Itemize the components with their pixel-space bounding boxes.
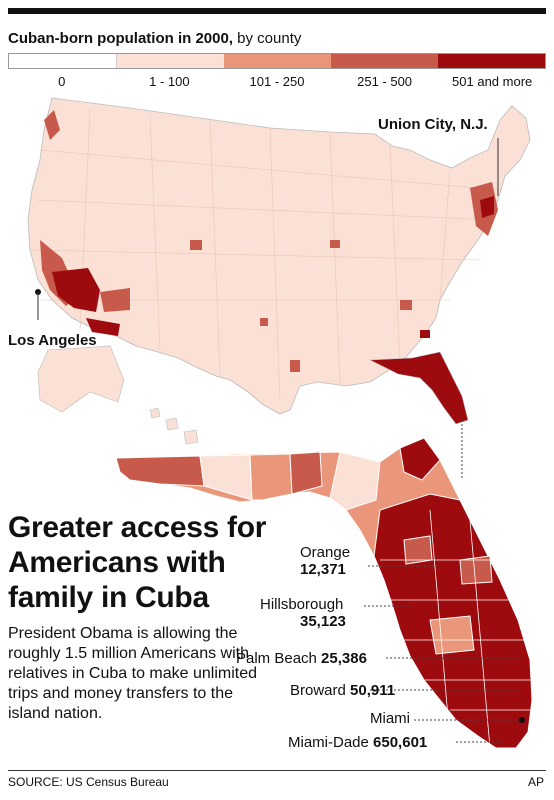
legend-swatch-1-100 <box>117 54 224 68</box>
legend-swatch-0 <box>9 54 117 68</box>
legend-bar <box>8 53 546 69</box>
callout-miami-dade-name: Miami-Dade <box>288 734 369 751</box>
callout-hillsborough-value: 35,123 <box>300 613 346 630</box>
callout-miami-dade-value: 650,601 <box>373 734 428 751</box>
body-text: President Obama is allowing the roughly … <box>8 625 258 722</box>
callout-broward-value: 50,911 <box>350 682 396 699</box>
agency-credit: AP <box>527 775 544 789</box>
callout-orange-value: 12,371 <box>300 561 346 578</box>
callout-orange-name: Orange <box>300 544 351 561</box>
callout-palm-beach: Palm Beach 25,386 <box>236 650 367 667</box>
top-rule <box>8 8 546 14</box>
callout-miami-dade: Miami-Dade 650,601 <box>288 734 427 751</box>
callout-palm-beach-value: 25,386 <box>321 650 367 667</box>
legend-swatch-101-250 <box>224 54 331 68</box>
legend-title: Cuban-born population in 2000, by county <box>8 30 302 47</box>
los-angeles-label: Los Angeles <box>8 332 97 349</box>
legend-label: 251 - 500 <box>357 74 413 89</box>
headline: Greater access for Americans with family… <box>8 511 267 614</box>
callout-orange: Orange 12,371 <box>300 544 350 578</box>
callout-broward: Broward 50,911 <box>290 682 395 699</box>
legend-swatch-251-500 <box>331 54 438 68</box>
miami-marker <box>519 717 525 723</box>
bottom-rule <box>8 770 546 771</box>
legend-label: 501 and more <box>452 74 533 89</box>
us-map <box>27 97 531 445</box>
callout-miami: Miami <box>370 710 410 727</box>
legend-swatch-501-plus <box>438 54 545 68</box>
legend-label: 0 <box>58 74 66 89</box>
source-credit: SOURCE: US Census Bureau <box>8 775 169 789</box>
callout-hillsborough-name: Hillsborough <box>260 596 344 613</box>
legend-label: 101 - 250 <box>249 74 305 89</box>
legend-label: 1 - 100 <box>149 74 190 89</box>
callout-hillsborough: Hillsborough 35,123 <box>260 596 346 630</box>
union-city-label: Union City, N.J. <box>378 116 488 133</box>
legend-labels: 0 1 - 100 101 - 250 251 - 500 501 and mo… <box>8 74 546 89</box>
callout-broward-name: Broward <box>290 682 346 699</box>
callout-miami-name: Miami <box>370 710 410 727</box>
florida-map <box>115 437 533 749</box>
callout-palm-beach-name: Palm Beach <box>236 650 317 667</box>
